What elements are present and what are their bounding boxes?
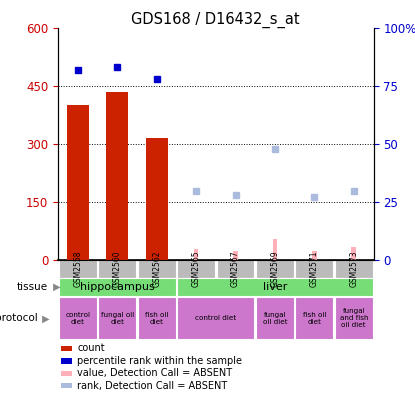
Text: hippocampus: hippocampus <box>80 282 155 292</box>
Bar <box>61 371 72 376</box>
Text: GSM2569: GSM2569 <box>271 251 279 287</box>
Text: fish oil
diet: fish oil diet <box>145 312 168 325</box>
Bar <box>177 297 254 339</box>
Bar <box>59 297 97 339</box>
Text: fungal oil
diet: fungal oil diet <box>100 312 134 325</box>
Text: tissue: tissue <box>17 282 48 292</box>
Bar <box>138 297 176 339</box>
Bar <box>217 260 254 278</box>
Bar <box>335 260 373 278</box>
Text: GSM2565: GSM2565 <box>192 251 200 287</box>
Text: GSM2571: GSM2571 <box>310 251 319 287</box>
Bar <box>295 297 333 339</box>
Text: protocol: protocol <box>0 313 37 324</box>
Bar <box>106 91 128 260</box>
Bar <box>98 260 136 278</box>
Bar <box>61 358 72 364</box>
Text: GSM2567: GSM2567 <box>231 251 240 287</box>
Bar <box>67 105 89 260</box>
Bar <box>256 260 294 278</box>
Text: value, Detection Call = ABSENT: value, Detection Call = ABSENT <box>77 368 232 379</box>
Bar <box>335 297 373 339</box>
Bar <box>59 278 176 296</box>
Bar <box>98 297 136 339</box>
Text: ▶: ▶ <box>50 282 61 292</box>
Bar <box>138 260 176 278</box>
Text: percentile rank within the sample: percentile rank within the sample <box>77 356 242 366</box>
Text: ▶: ▶ <box>39 313 50 324</box>
Text: GSM2558: GSM2558 <box>73 251 82 287</box>
Text: GSM2562: GSM2562 <box>152 251 161 287</box>
Bar <box>352 247 356 260</box>
Text: control diet: control diet <box>195 315 237 322</box>
Bar <box>295 260 333 278</box>
Text: fungal
and fish
oil diet: fungal and fish oil diet <box>339 308 368 328</box>
Bar <box>177 278 373 296</box>
Bar <box>61 346 72 351</box>
Text: liver: liver <box>263 282 287 292</box>
Bar <box>194 249 198 260</box>
Bar <box>256 297 294 339</box>
Text: rank, Detection Call = ABSENT: rank, Detection Call = ABSENT <box>77 381 227 391</box>
Text: GSM2573: GSM2573 <box>349 251 358 287</box>
Text: count: count <box>77 343 105 353</box>
Text: control
diet: control diet <box>65 312 90 325</box>
Bar <box>177 260 215 278</box>
Text: GSM2560: GSM2560 <box>113 251 122 287</box>
Text: fish oil
diet: fish oil diet <box>303 312 326 325</box>
Bar <box>61 383 72 388</box>
Bar <box>59 260 97 278</box>
Bar <box>233 251 238 260</box>
Text: fungal
oil diet: fungal oil diet <box>263 312 287 325</box>
Bar <box>312 251 317 260</box>
Bar <box>273 239 277 260</box>
Bar <box>146 138 168 260</box>
Title: GDS168 / D16432_s_at: GDS168 / D16432_s_at <box>132 11 300 28</box>
